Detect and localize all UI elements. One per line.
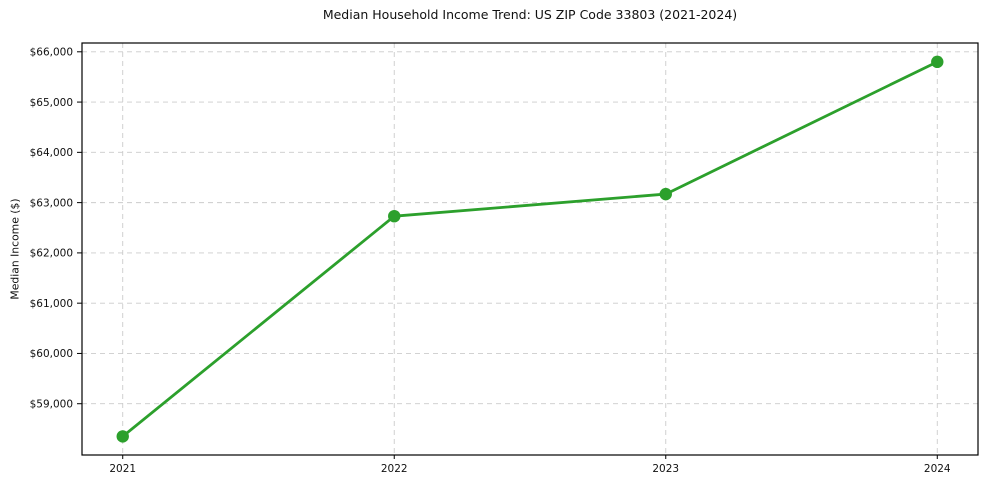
y-tick-label: $59,000 — [30, 398, 73, 410]
x-tick-label: 2024 — [924, 463, 951, 475]
y-tick-label: $64,000 — [30, 147, 73, 159]
y-tick-label: $63,000 — [30, 197, 73, 209]
data-point-marker-2023 — [659, 187, 672, 201]
x-tick-label: 2023 — [652, 463, 679, 475]
chart-title: Median Household Income Trend: US ZIP Co… — [322, 7, 738, 22]
y-tick-label: $65,000 — [30, 97, 73, 109]
y-tick-label: $60,000 — [30, 348, 73, 360]
x-tick-label: 2021 — [109, 463, 136, 475]
data-point-marker-2022 — [388, 209, 401, 223]
data-point-marker-2021 — [116, 430, 129, 443]
y-tick-label: $61,000 — [30, 298, 73, 310]
y-tick-label: $66,000 — [30, 46, 73, 58]
y-axis-label: Median Income ($) — [8, 198, 22, 300]
axes-border — [81, 42, 979, 456]
data-point-marker-2024 — [931, 55, 944, 69]
y-tick-label: $62,000 — [30, 248, 73, 260]
x-tick-label: 2022 — [381, 463, 408, 475]
income-trend-line — [121, 60, 939, 438]
